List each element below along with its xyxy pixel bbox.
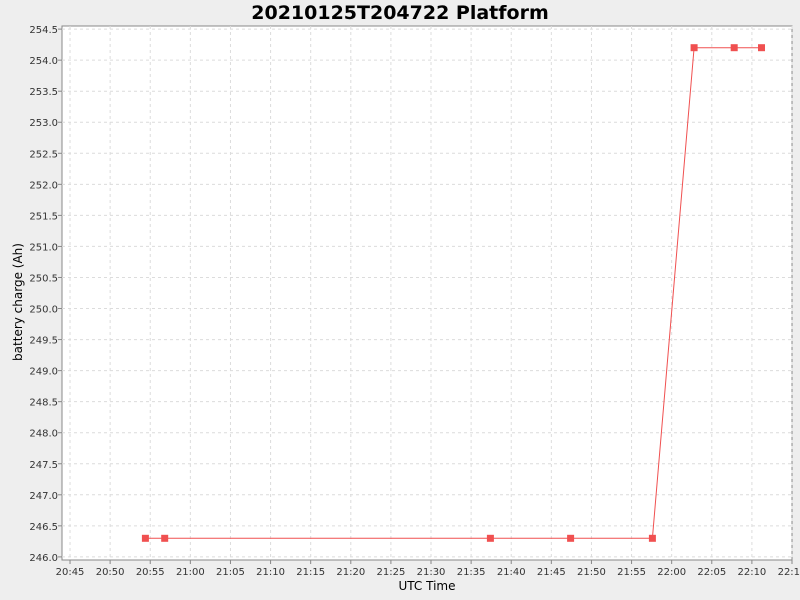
x-tick-label: 21:40 xyxy=(497,567,526,578)
x-tick-label: 21:25 xyxy=(376,567,405,578)
y-tick-label: 250.0 xyxy=(29,305,58,316)
y-tick-label: 252.0 xyxy=(29,180,58,191)
y-tick-label: 248.5 xyxy=(29,398,58,409)
x-tick-label: 21:15 xyxy=(296,567,325,578)
data-point xyxy=(486,534,494,542)
x-tick-label: 21:55 xyxy=(617,567,646,578)
y-tick-label: 247.0 xyxy=(29,491,58,502)
x-tick-label: 21:20 xyxy=(336,567,365,578)
x-tick-label: 21:50 xyxy=(577,567,606,578)
x-tick-label: 20:45 xyxy=(56,567,85,578)
x-tick-label: 21:35 xyxy=(457,567,486,578)
y-tick-label: 249.0 xyxy=(29,367,58,378)
plot-area xyxy=(61,25,793,561)
y-tick-label: 248.0 xyxy=(29,429,58,440)
series-layer xyxy=(141,44,765,542)
y-tick-label: 251.0 xyxy=(29,242,58,253)
y-tick-label: 254.0 xyxy=(29,56,58,67)
tick-layer: 20:45 20:50 20:55 21:00 21:05 21:10 21:15 21:20… xyxy=(29,25,800,578)
x-tick-label: 22:10 xyxy=(737,567,766,578)
y-tick-label: 249.5 xyxy=(29,336,58,347)
x-tick-label: 21:00 xyxy=(176,567,205,578)
y-tick-label: 246.0 xyxy=(29,553,58,564)
x-tick-label: 21:45 xyxy=(537,567,566,578)
y-tick-label: 251.5 xyxy=(29,211,58,222)
x-axis-label: UTC Time xyxy=(399,579,456,593)
x-tick-label: 21:30 xyxy=(417,567,446,578)
y-tick-label: 253.0 xyxy=(29,118,58,129)
x-tick-label: 22:15 xyxy=(778,567,800,578)
data-point xyxy=(730,44,738,52)
y-tick-label: 247.5 xyxy=(29,460,58,471)
x-tick-label: 22:00 xyxy=(657,567,686,578)
data-point xyxy=(141,534,149,542)
data-point xyxy=(648,534,656,542)
data-point xyxy=(567,534,575,542)
grid-layer xyxy=(62,26,793,560)
series-line xyxy=(145,47,762,539)
x-tick-label: 20:50 xyxy=(96,567,125,578)
data-point xyxy=(758,44,765,52)
x-tick-label: 20:55 xyxy=(136,567,165,578)
chart-title: 20210125T204722 Platform xyxy=(251,2,549,24)
y-tick-label: 246.5 xyxy=(29,522,58,533)
data-point xyxy=(690,44,698,52)
data-point xyxy=(161,534,169,542)
x-tick-label: 22:05 xyxy=(697,567,726,578)
x-tick-label: 21:05 xyxy=(216,567,245,578)
y-tick-label: 252.5 xyxy=(29,149,58,160)
y-axis-label: battery charge (Ah) xyxy=(11,243,25,361)
y-tick-label: 250.5 xyxy=(29,273,58,284)
y-tick-label: 253.5 xyxy=(29,87,58,98)
y-tick-label: 254.5 xyxy=(29,25,58,36)
x-tick-label: 21:10 xyxy=(256,567,285,578)
